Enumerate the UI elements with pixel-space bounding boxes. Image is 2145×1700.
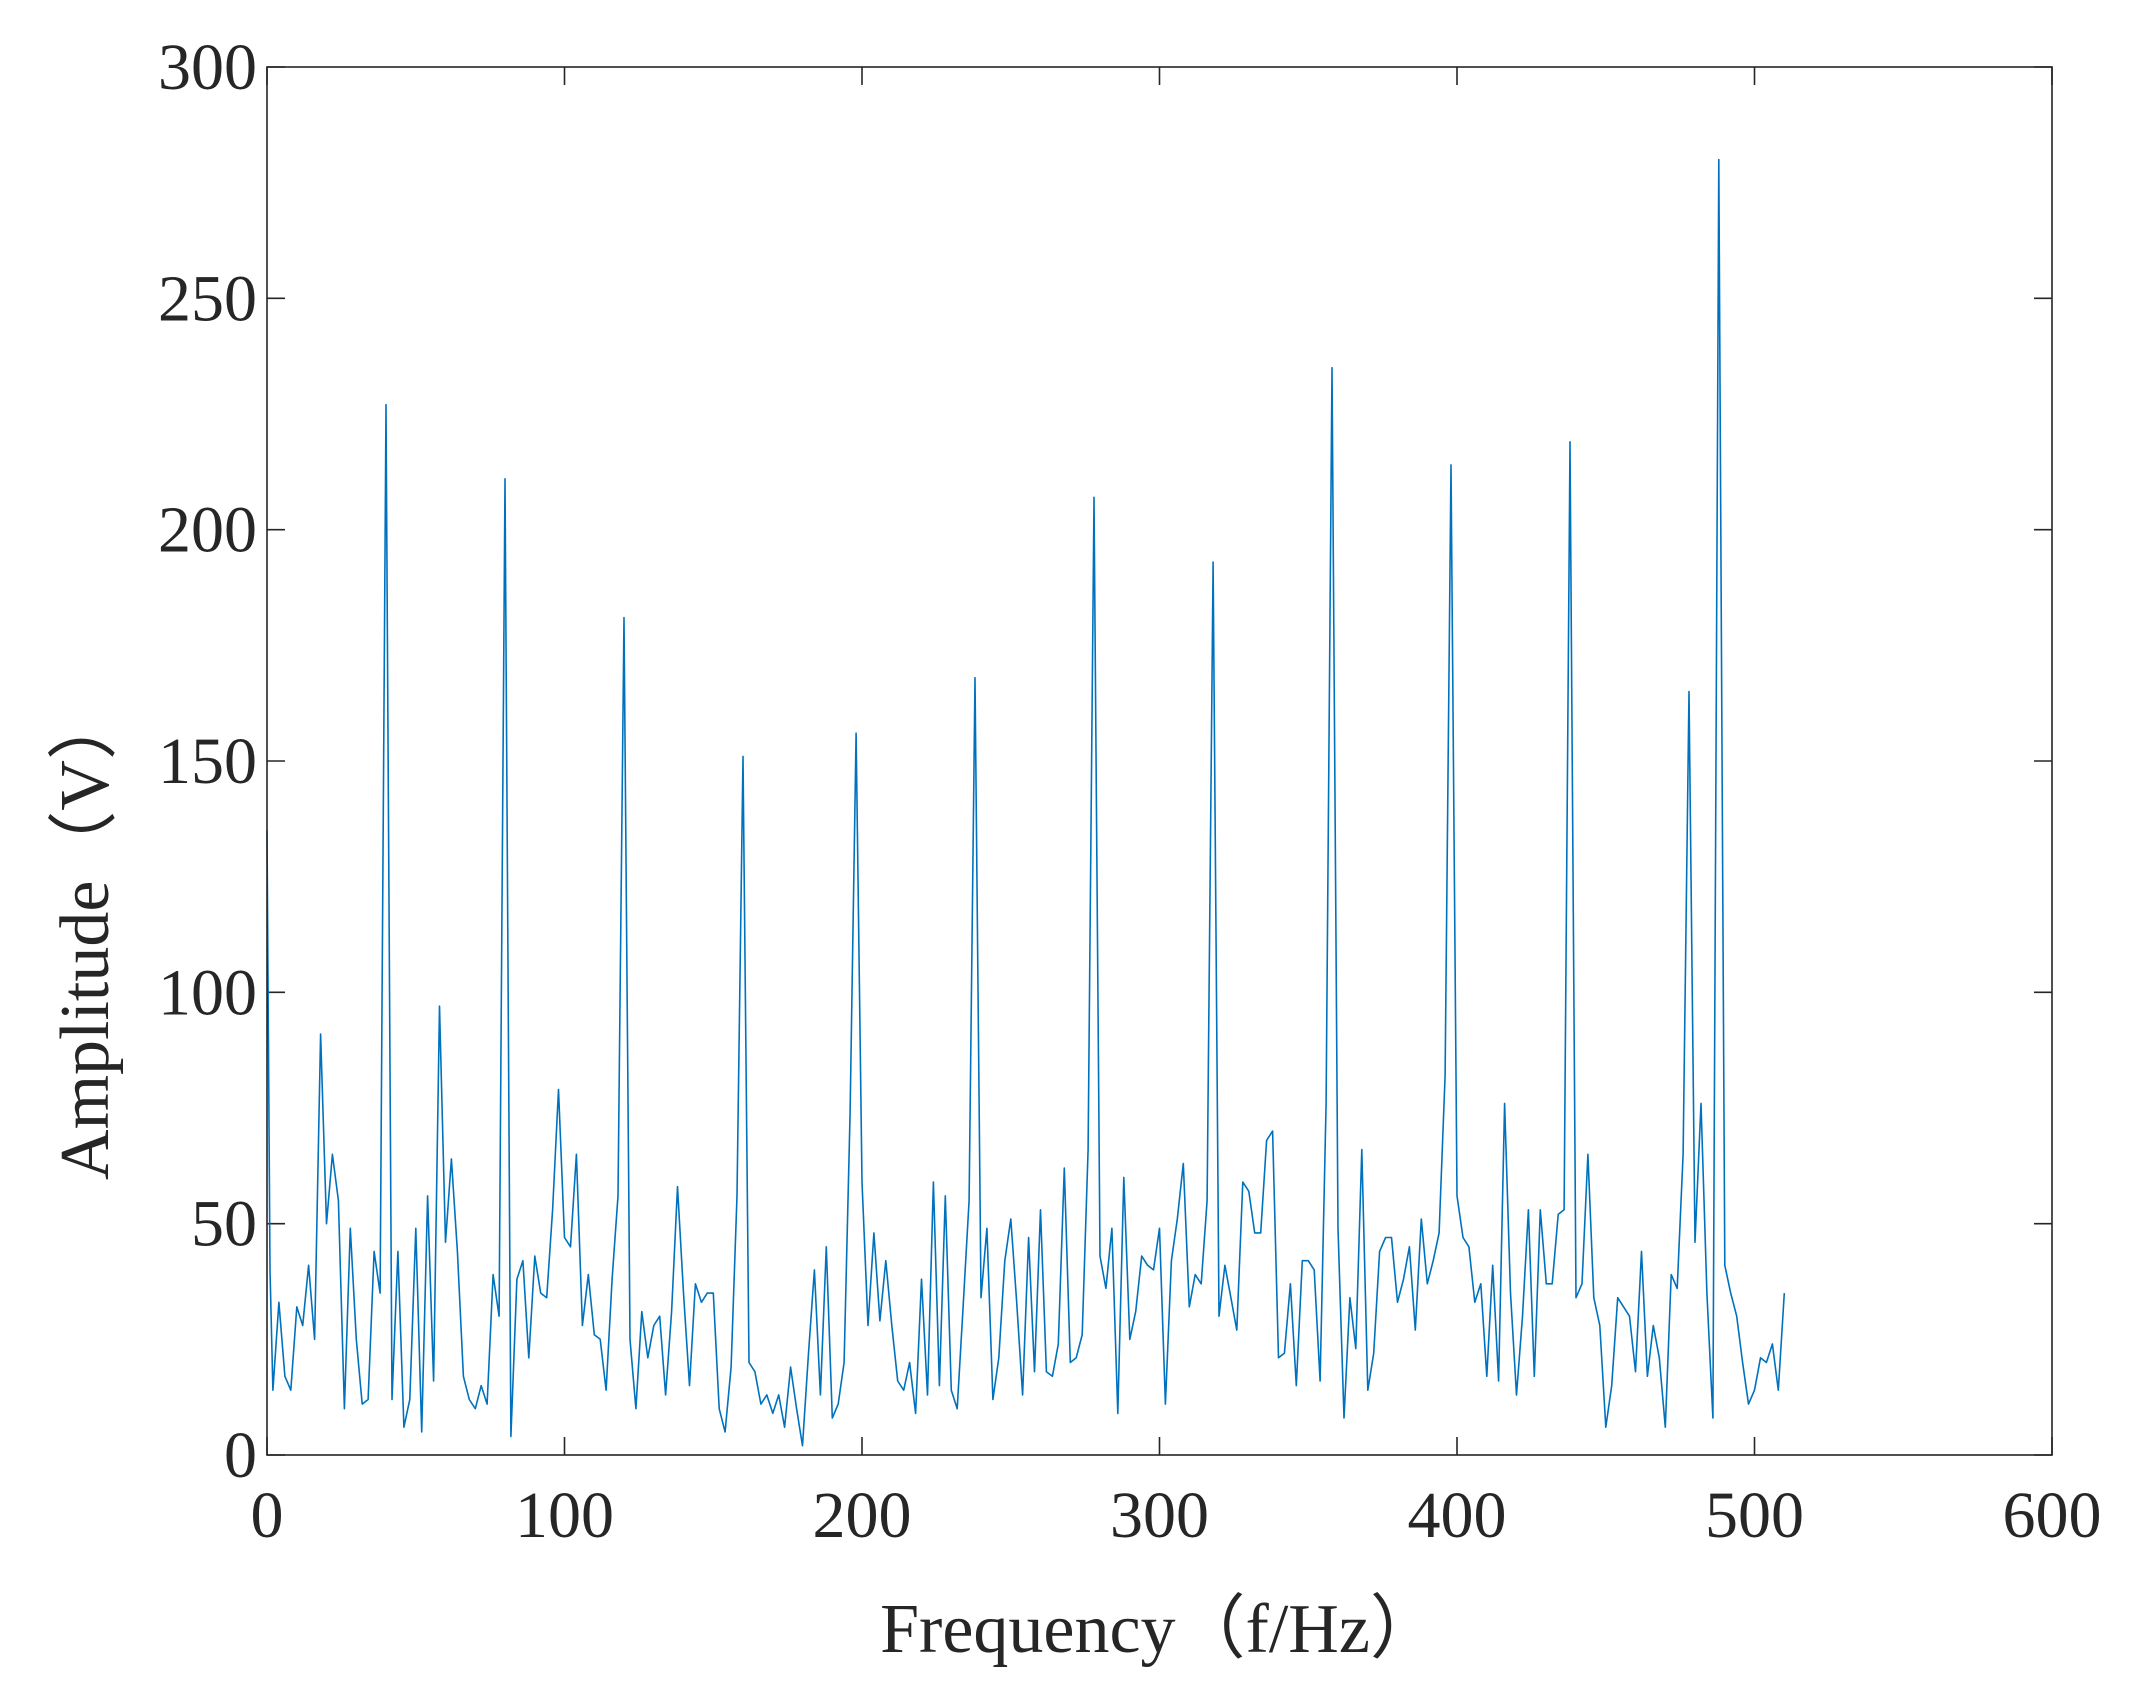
x-tick-label: 200 (813, 1479, 912, 1552)
x-tick-label: 100 (515, 1479, 614, 1552)
x-tick-label: 500 (1705, 1479, 1804, 1552)
x-axis-title: Frequency（f/Hz） (880, 1591, 1440, 1668)
y-tick-label: 150 (158, 725, 257, 798)
x-tick-label: 400 (1408, 1479, 1507, 1552)
x-tick-label: 600 (2003, 1479, 2102, 1552)
y-tick-label: 300 (158, 31, 257, 104)
x-tick-label: 0 (251, 1479, 284, 1552)
amplitude-series-line (266, 158, 1786, 1447)
x-tick-label: 300 (1110, 1479, 1209, 1552)
y-tick-label: 250 (158, 262, 257, 335)
y-tick-label: 50 (191, 1188, 257, 1261)
y-tick-label: 200 (158, 494, 257, 567)
tick-labels: 0 100 200 300 400 500 600 0 50 100 150 200 250 300 (158, 31, 2102, 1552)
plot-border (266, 66, 2053, 1456)
y-axis-title: Amplitude（V） (47, 690, 124, 1180)
y-tick-label: 0 (224, 1419, 257, 1492)
y-tick-label: 100 (158, 956, 257, 1029)
